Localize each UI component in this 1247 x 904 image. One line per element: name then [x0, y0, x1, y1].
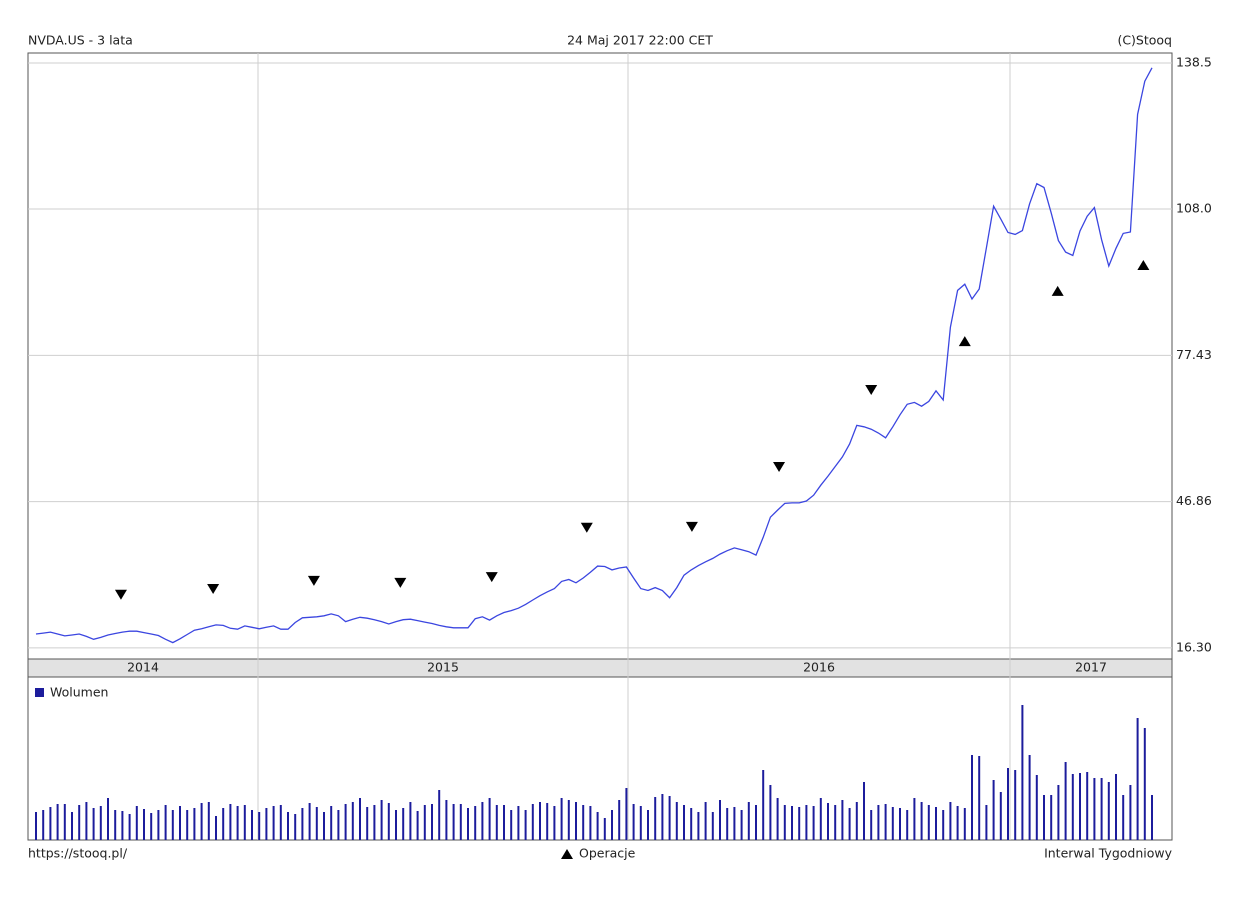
operation-marker — [207, 584, 220, 595]
volume-legend: Wolumen — [50, 685, 108, 700]
price-line — [35, 67, 1153, 644]
operation-marker — [485, 572, 498, 583]
x-tick-label: 2016 — [803, 660, 835, 675]
x-tick-label: 2017 — [1075, 660, 1107, 675]
x-tick-label: 2014 — [127, 660, 159, 675]
operation-marker — [1051, 285, 1064, 296]
y-tick-label: 77.43 — [1176, 347, 1212, 362]
frame — [27, 52, 1173, 841]
source: (C)Stooq — [1117, 33, 1172, 48]
operation-marker — [394, 577, 407, 588]
operation-marker — [685, 521, 698, 532]
legend-triangle — [561, 849, 573, 859]
date: 24 Maj 2017 22:00 CET — [567, 33, 713, 48]
y-tick-label: 138.5 — [1176, 55, 1212, 70]
operation-marker — [773, 461, 786, 472]
operation-marker — [114, 589, 127, 600]
y-tick-label: 46.86 — [1176, 493, 1212, 508]
year-strip — [27, 658, 1173, 678]
interval: Interwal Tygodniowy — [1044, 846, 1173, 861]
operation-marker — [307, 575, 320, 586]
url: https://stooq.pl/ — [28, 846, 128, 861]
operation-marker — [865, 384, 878, 395]
operation-marker — [1137, 260, 1150, 271]
y-tick-label: 108.0 — [1176, 201, 1212, 216]
chart-title: NVDA.US - 3 lata — [28, 33, 133, 48]
operation-marker — [958, 336, 971, 347]
y-tick-label: 16.30 — [1176, 639, 1212, 654]
year-lines — [257, 53, 1011, 840]
operation-marker — [580, 522, 593, 533]
x-tick-label: 2015 — [427, 660, 459, 675]
volume-legend-swatch — [35, 688, 44, 697]
markers-legend: Operacje — [579, 846, 636, 861]
